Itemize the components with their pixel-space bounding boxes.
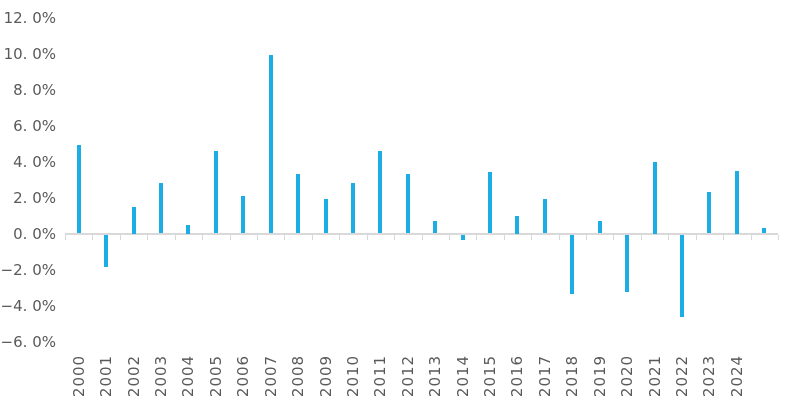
y-tick-label: −2. 0% (0, 260, 56, 279)
bar-2012 (405, 174, 410, 234)
y-tick-label: 6. 0% (13, 116, 56, 135)
bar-2024 (734, 170, 739, 234)
bar-2001 (104, 234, 109, 267)
x-axis-tick (531, 234, 533, 240)
x-axis-tick (311, 234, 313, 240)
x-tick-label: 2002 (124, 354, 143, 398)
bar-2016 (515, 215, 520, 234)
bar-2015 (488, 172, 493, 234)
y-tick-label: 0. 0% (13, 224, 56, 243)
y-tick-label: 10. 0% (3, 44, 56, 63)
bar-2002 (131, 206, 136, 234)
bar-2019 (597, 220, 602, 234)
y-tick-label: 8. 0% (13, 80, 56, 99)
x-tick-label: 2016 (508, 354, 527, 398)
bar-2020 (625, 234, 630, 293)
bar-2011 (378, 150, 383, 234)
y-tick-label: −4. 0% (0, 296, 56, 315)
x-axis-tick (65, 234, 66, 240)
x-axis-tick (421, 234, 423, 240)
x-axis-tick (284, 234, 286, 240)
x-tick-label: 2001 (97, 354, 116, 398)
x-axis-tick (640, 234, 642, 240)
x-tick-label: 2004 (179, 354, 198, 398)
x-tick-label: 2008 (289, 354, 308, 398)
x-axis-tick (92, 234, 94, 240)
bar-2010 (350, 183, 355, 234)
x-axis-tick (695, 234, 697, 240)
x-axis-tick (119, 234, 121, 240)
x-axis-tick (750, 234, 752, 240)
x-axis-tick (723, 234, 725, 240)
bar-2023 (707, 192, 712, 234)
x-tick-label: 2003 (151, 354, 170, 398)
x-axis-tick (668, 234, 670, 240)
x-tick-label: 2020 (618, 354, 637, 398)
bar-2013 (433, 220, 438, 234)
x-axis-tick (256, 234, 258, 240)
x-tick-label: 2015 (481, 354, 500, 398)
y-tick-label: 4. 0% (13, 152, 56, 171)
x-tick-label: 2011 (371, 354, 390, 398)
x-axis-tick (366, 234, 368, 240)
bar-2018 (570, 234, 575, 294)
x-tick-label: 2017 (535, 354, 554, 398)
x-tick-label: 2023 (700, 354, 719, 398)
y-tick-label: 2. 0% (13, 188, 56, 207)
x-axis-tick (503, 234, 505, 240)
x-tick-label: 2018 (563, 354, 582, 398)
x-tick-label: 2021 (645, 354, 664, 398)
y-tick-label: 12. 0% (3, 8, 56, 27)
x-axis-tick (778, 234, 779, 240)
bar-last (762, 228, 767, 234)
x-tick-label: 2019 (590, 354, 609, 398)
bar-2009 (323, 199, 328, 234)
x-axis-tick (174, 234, 176, 240)
x-axis-tick (229, 234, 231, 240)
x-axis-line (65, 232, 778, 235)
bar-2008 (296, 174, 301, 234)
bar-2006 (241, 195, 246, 234)
x-axis-tick (394, 234, 396, 240)
bar-2005 (213, 150, 218, 234)
x-tick-label: 2007 (261, 354, 280, 398)
bar-2000 (76, 145, 81, 234)
x-axis-tick (339, 234, 341, 240)
x-tick-label: 2006 (234, 354, 253, 398)
x-tick-label: 2010 (343, 354, 362, 398)
x-axis-tick (586, 234, 588, 240)
x-tick-label: 2013 (426, 354, 445, 398)
x-axis-tick (558, 234, 560, 240)
x-tick-label: 2012 (398, 354, 417, 398)
bar-2021 (652, 161, 657, 234)
x-axis-tick (613, 234, 615, 240)
bar-2007 (268, 55, 273, 234)
bar-2022 (680, 234, 685, 318)
x-tick-label: 2005 (206, 354, 225, 398)
x-axis-tick (476, 234, 478, 240)
x-tick-label: 2022 (673, 354, 692, 398)
x-tick-label: 2009 (316, 354, 335, 398)
x-axis-tick (448, 234, 450, 240)
bar-2017 (542, 199, 547, 234)
x-axis-tick (202, 234, 204, 240)
x-axis-tick (147, 234, 149, 240)
bar-2014 (460, 234, 465, 240)
bar-2004 (186, 224, 191, 234)
x-tick-label: 2024 (727, 354, 746, 398)
x-tick-label: 2000 (69, 354, 88, 398)
bar-2003 (158, 183, 163, 234)
x-tick-label: 2014 (453, 354, 472, 398)
y-tick-label: −6. 0% (0, 332, 56, 351)
